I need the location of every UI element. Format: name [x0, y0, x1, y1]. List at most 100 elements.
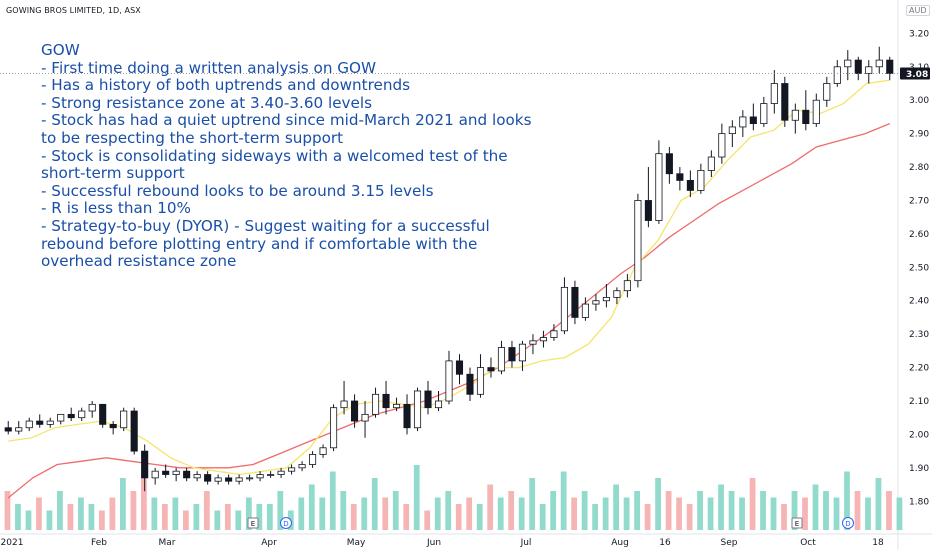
- candle-body: [246, 477, 254, 480]
- volume-bar: [329, 471, 336, 530]
- volume-bar: [4, 491, 11, 530]
- y-tick-label: 2.90: [909, 130, 929, 140]
- candle-body: [46, 420, 54, 425]
- volume-bar: [235, 510, 242, 530]
- volume-bar: [445, 491, 452, 530]
- volume-bar: [78, 497, 84, 530]
- candle-body: [120, 410, 128, 429]
- volume-bar: [130, 491, 137, 530]
- candle-body: [309, 454, 317, 465]
- y-tick-label: 2.30: [909, 330, 929, 340]
- candle-body: [204, 474, 212, 482]
- candle-body: [235, 477, 243, 482]
- candle-body: [781, 83, 789, 121]
- dividend-marker: [280, 517, 292, 529]
- volume-bar: [298, 497, 305, 530]
- x-tick-label: 2021: [1, 538, 24, 548]
- earnings-marker: [247, 517, 259, 529]
- volume-bar: [109, 497, 116, 530]
- volume-bar: [875, 478, 882, 530]
- candle-body: [749, 116, 757, 125]
- volume-bar: [749, 478, 756, 530]
- annotation-line: - Has a history of both uptrends and dow…: [41, 76, 411, 95]
- volume-bar: [602, 497, 609, 530]
- x-tick-label: Feb: [91, 538, 107, 548]
- x-tick-label: 16: [659, 538, 671, 548]
- candle-body: [57, 413, 65, 422]
- candle-body: [319, 447, 327, 455]
- candle-body: [875, 59, 883, 68]
- volume-bar: [833, 497, 840, 530]
- price-axis: [898, 0, 932, 550]
- volume-bar: [854, 491, 861, 530]
- candle-body: [183, 470, 191, 479]
- volume-bar: [634, 491, 640, 530]
- event-marker-label: D: [283, 520, 288, 528]
- volume-bar: [644, 504, 651, 530]
- volume-bar: [518, 497, 525, 530]
- candle-body: [466, 373, 474, 395]
- volume-bar: [728, 491, 735, 530]
- volume-bar: [256, 504, 263, 530]
- y-tick-label: 2.40: [909, 297, 929, 307]
- volume-bar: [781, 504, 787, 530]
- volume-bar: [319, 497, 326, 530]
- volume-bar: [161, 504, 168, 530]
- candle-body: [288, 467, 296, 472]
- dividend-marker: [842, 517, 854, 529]
- volume-bar: [36, 497, 42, 530]
- x-tick-label: Apr: [261, 538, 277, 548]
- volume-bar: [392, 491, 399, 530]
- candle-body: [802, 109, 810, 125]
- candle-body: [644, 200, 652, 221]
- annotation-line: - Stock has had a quiet uptrend since mi…: [41, 111, 532, 130]
- candle-body: [434, 400, 443, 409]
- candle-body: [865, 66, 873, 74]
- volume-bar: [497, 497, 504, 530]
- candle-body: [424, 390, 432, 409]
- candle-body: [613, 290, 621, 298]
- annotation-line: short-term support: [41, 164, 185, 183]
- volume-bar: [203, 491, 210, 530]
- candle-body: [351, 400, 359, 422]
- candle-body: [854, 59, 862, 74]
- candle-body: [518, 343, 527, 362]
- volume-bar: [350, 504, 357, 530]
- y-tick-label: 3.00: [909, 96, 929, 106]
- currency-badge[interactable]: AUD: [906, 5, 930, 16]
- volume-bar: [88, 504, 95, 530]
- volume-bar: [529, 478, 536, 530]
- volume-bar: [172, 497, 179, 530]
- volume-bar: [151, 497, 158, 530]
- volume-bar: [886, 491, 892, 530]
- x-tick-label: 18: [872, 538, 884, 548]
- volume-bar: [120, 478, 126, 530]
- candle-body: [36, 420, 44, 425]
- y-tick-label: 3.20: [909, 29, 929, 39]
- candle-body: [707, 156, 715, 171]
- volume-bar: [46, 510, 53, 530]
- y-tick-label: 1.90: [909, 464, 929, 474]
- annotation-line: - Stock is consolidating sideways with a…: [41, 146, 508, 165]
- volume-bar: [193, 504, 200, 530]
- y-tick-label: 2.20: [909, 364, 929, 374]
- x-tick-label: Jun: [426, 538, 441, 548]
- volume-bar: [844, 471, 850, 530]
- volume-bar: [571, 497, 578, 530]
- volume-bar: [812, 484, 819, 530]
- annotation-line: overhead resistance zone: [41, 252, 237, 271]
- candle-body: [88, 403, 96, 412]
- volume-bar: [770, 497, 777, 530]
- candle-body: [99, 403, 107, 425]
- candle-body: [476, 367, 485, 395]
- annotation-line: - Successful rebound looks to be around …: [41, 181, 434, 200]
- volume-bar: [57, 491, 63, 530]
- candle-body: [886, 59, 894, 74]
- x-tick-label: Jul: [520, 538, 532, 548]
- candle-body: [392, 403, 401, 409]
- volume-bar: [15, 504, 21, 530]
- volume-bar: [718, 484, 724, 530]
- y-tick-label: 2.60: [909, 230, 929, 240]
- candle-body: [361, 413, 369, 422]
